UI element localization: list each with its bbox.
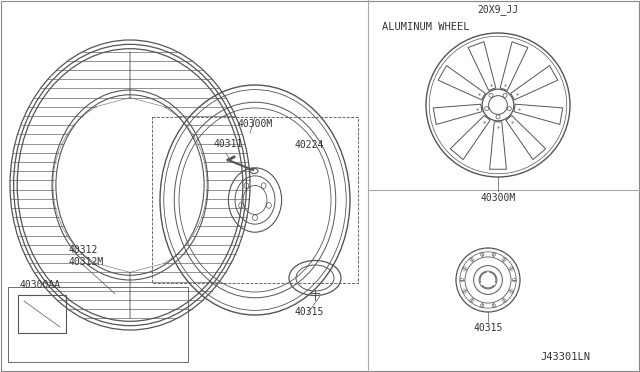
Text: 40300M: 40300M (238, 119, 273, 129)
Text: ALUMINUM WHEEL: ALUMINUM WHEEL (382, 22, 470, 32)
Bar (8, 287, 188, 362)
Text: J43301LN: J43301LN (540, 352, 590, 362)
Text: 40224: 40224 (295, 140, 324, 150)
Text: 40311: 40311 (213, 139, 243, 149)
Text: 40315: 40315 (295, 307, 324, 317)
Text: 40300AA: 40300AA (19, 280, 60, 290)
Bar (18, 295, 66, 333)
Text: 40312
40312M: 40312 40312M (68, 246, 103, 267)
Bar (152, 117, 358, 283)
Text: 20X9_JJ: 20X9_JJ (477, 4, 518, 15)
Text: 40300M: 40300M (481, 193, 516, 203)
Text: 40315: 40315 (474, 323, 502, 333)
